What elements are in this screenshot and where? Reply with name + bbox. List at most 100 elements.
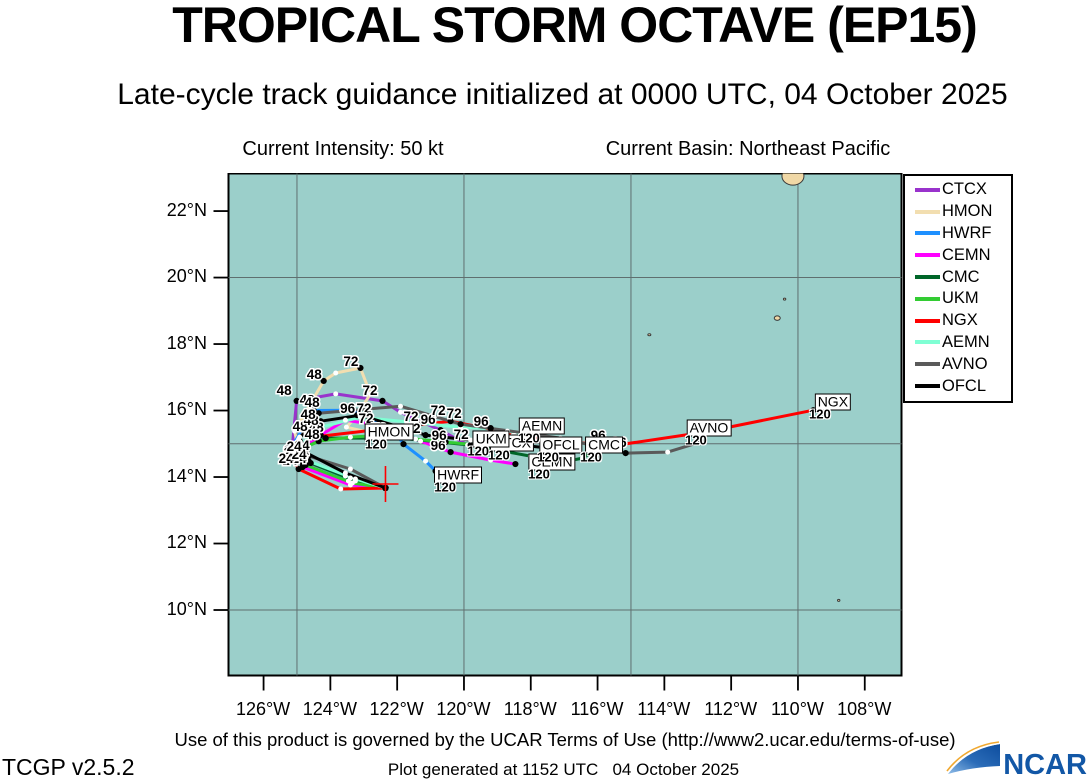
hour-label: 24 — [284, 445, 300, 460]
model-120h-label-aemn: 120 — [518, 430, 540, 446]
track-point-cemn-96h — [447, 448, 454, 456]
track-point-ngx-24h — [295, 465, 302, 473]
model-120h-label-hmon: 120 — [365, 436, 387, 452]
track-point-hwrf-36h — [291, 441, 297, 447]
hour-label: 24 — [295, 438, 311, 453]
legend-label-hmon: HMON — [942, 202, 993, 221]
track-point-aemn-96h — [487, 425, 494, 432]
hour-label: 48 — [301, 421, 317, 436]
legend-label-cmc: CMC — [942, 267, 980, 286]
track-point-ofcl-72h — [422, 432, 429, 439]
x-axis-label-114w: 114°W — [637, 699, 691, 719]
legend-label-aemn: AEMN — [942, 332, 990, 351]
hour-label: 72 — [404, 409, 419, 424]
track-point-avno-72h — [457, 421, 464, 428]
track-point-hmon-36h — [292, 428, 298, 434]
track-point-ukm-84h — [413, 436, 419, 442]
track-point-ofcl-84h — [468, 437, 474, 443]
hour-label: 48 — [277, 383, 293, 398]
current-intensity-text: Current Intensity: 50 kt — [242, 138, 444, 160]
track-point-hwrf-60h — [349, 407, 355, 413]
ncar-logo-text: NCAR — [1003, 749, 1087, 780]
hour-label: 48 — [300, 393, 316, 408]
x-axis-label-110w: 110°W — [771, 699, 824, 719]
x-axis-label-112w: 112°W — [704, 699, 758, 719]
track-point-aemn-24h — [305, 457, 312, 465]
hour-label: 72 — [362, 383, 377, 398]
track-point-ctcx-72h — [379, 397, 386, 404]
model-120h-label-cmc: 120 — [580, 449, 602, 465]
legend-label-hwrf: HWRF — [942, 223, 992, 242]
legend-item-hmon: HMON — [905, 201, 1011, 223]
track-point-hmon-48h — [320, 377, 327, 385]
hour-label: 96 — [431, 438, 447, 453]
track-point-ukm-12h — [349, 480, 355, 486]
model-legend: CTCX HMON HWRF CEMN CMC UKM NGX AEMN AVNO OFCL — [903, 174, 1013, 403]
hour-label: 72 — [343, 354, 358, 369]
x-axis-label-124w: 124°W — [302, 699, 357, 719]
y-axis-label-22n: 22°N — [166, 199, 207, 220]
track-point-avno-12h — [347, 466, 353, 472]
track-point-hwrf-72h — [367, 416, 374, 423]
legend-item-ngx: NGX — [905, 310, 1011, 332]
land-islet-speck-2 — [647, 333, 652, 337]
hour-label: 24 — [294, 445, 310, 460]
track-point-cemn-48h — [317, 432, 324, 439]
legend-label-ngx: NGX — [942, 311, 978, 330]
hour-label: 48 — [293, 419, 309, 434]
land-islet-speck — [782, 297, 787, 301]
model-label-avno: AVNO — [686, 419, 732, 437]
hour-label: 96 — [432, 428, 448, 443]
track-point-aemn-36h — [298, 442, 304, 448]
model-label-ofcl: OFCL — [539, 436, 583, 454]
track-point-aemn-72h — [417, 420, 424, 427]
legend-swatch-ofcl — [915, 384, 940, 389]
track-point-avno-48h — [315, 410, 322, 417]
x-axis-label-120w: 120°W — [436, 699, 491, 719]
track-point-ukm-48h — [315, 438, 322, 445]
model-120h-label-ofcl: 120 — [537, 449, 559, 465]
land-island-small — [773, 315, 781, 321]
legend-swatch-ukm — [915, 296, 940, 301]
track-point-hmon-72h — [357, 364, 364, 372]
hour-label: 24 — [292, 447, 308, 462]
y-axis-label-16n: 16°N — [166, 399, 207, 420]
x-axis-label-122w: 122°W — [369, 699, 424, 719]
hour-label: 48 — [305, 427, 321, 442]
track-point-cemn-108h — [488, 457, 494, 463]
page-title: TROPICAL STORM OCTAVE (EP15) — [172, 0, 978, 53]
model-label-cmc: CMC — [585, 436, 624, 454]
legend-item-cmc: CMC — [905, 266, 1011, 288]
current-basin-text: Current Basin: Northeast Pacific — [605, 138, 891, 160]
legend-swatch-avno — [915, 362, 940, 367]
legend-item-ukm: UKM — [905, 288, 1011, 310]
track-point-hwrf-96h — [400, 441, 407, 448]
legend-swatch-cemn — [915, 253, 940, 258]
legend-label-ctcx: CTCX — [942, 180, 987, 199]
track-point-cmc-108h — [580, 455, 586, 461]
y-axis-label-12n: 12°N — [166, 532, 207, 553]
track-point-ngx-12h — [338, 486, 344, 492]
model-120h-label-ukm: 120 — [467, 443, 490, 459]
ncar-logo-swoosh-icon — [946, 741, 1001, 774]
hour-label: 48 — [304, 413, 320, 428]
track-point-ofcl-60h — [357, 412, 363, 418]
track-point-avno-108h — [665, 449, 671, 455]
x-axis-label-118w: 118°W — [503, 699, 557, 719]
generated-timestamp-text: Plot generated at 1152 UTC 04 October 20… — [387, 760, 740, 779]
legend-item-ofcl: OFCL — [905, 375, 1011, 397]
y-axis-label-20n: 20°N — [166, 266, 207, 287]
legend-swatch-aemn — [915, 340, 940, 345]
legend-label-avno: AVNO — [942, 354, 988, 373]
track-point-hmon-60h — [333, 370, 339, 376]
track-point-ukm-60h — [347, 434, 353, 440]
track-point-ofcl-24h — [303, 449, 310, 457]
track-point-hmon-24h — [297, 455, 304, 463]
track-point-aemn-12h — [352, 476, 358, 482]
track-point-hmon-84h — [367, 391, 373, 397]
y-axis-label-18n: 18°N — [166, 332, 207, 353]
legend-swatch-ctcx — [915, 187, 940, 192]
land-baja-california-tip — [781, 173, 805, 186]
legend-swatch-ngx — [915, 318, 940, 323]
model-120h-label-avno: 120 — [685, 432, 707, 448]
